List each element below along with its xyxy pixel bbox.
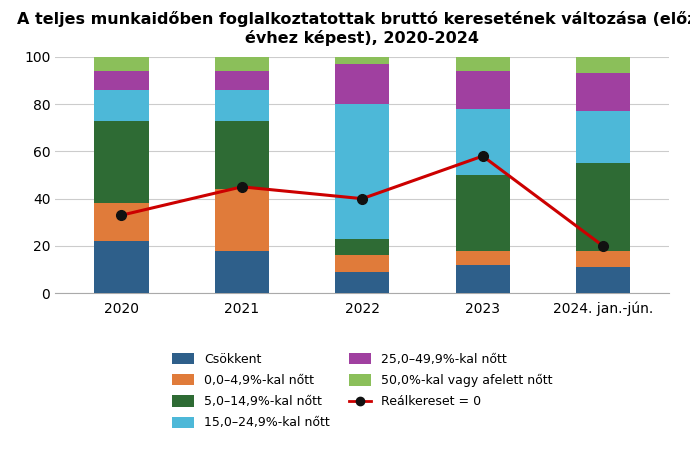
- Bar: [215, 121, 269, 189]
- Bar: [95, 121, 148, 203]
- Bar: [455, 251, 510, 265]
- Bar: [335, 104, 389, 239]
- Bar: [95, 71, 148, 90]
- Bar: [455, 175, 510, 251]
- Bar: [215, 57, 269, 71]
- Legend: Csökkent, 0,0–4,9%-kal nőtt, 5,0–14,9%-kal nőtt, 15,0–24,9%-kal nőtt, 25,0–49,9%: Csökkent, 0,0–4,9%-kal nőtt, 5,0–14,9%-k…: [166, 347, 559, 436]
- Bar: [335, 239, 389, 255]
- Bar: [95, 90, 148, 121]
- Bar: [455, 57, 510, 71]
- Bar: [576, 163, 630, 251]
- Bar: [335, 64, 389, 104]
- Bar: [335, 57, 389, 64]
- Bar: [576, 57, 630, 73]
- Bar: [95, 57, 148, 71]
- Bar: [95, 241, 148, 293]
- Bar: [95, 203, 148, 241]
- Bar: [576, 73, 630, 111]
- Bar: [455, 265, 510, 293]
- Bar: [215, 90, 269, 121]
- Title: A teljes munkaidőben foglalkoztatottak bruttó keresetének változása (előző
évhez: A teljes munkaidőben foglalkoztatottak b…: [17, 11, 690, 46]
- Bar: [576, 267, 630, 293]
- Bar: [576, 251, 630, 267]
- Bar: [215, 189, 269, 251]
- Bar: [335, 255, 389, 272]
- Bar: [576, 111, 630, 163]
- Bar: [215, 251, 269, 293]
- Bar: [455, 109, 510, 175]
- Bar: [215, 71, 269, 90]
- Bar: [455, 71, 510, 109]
- Bar: [335, 272, 389, 293]
